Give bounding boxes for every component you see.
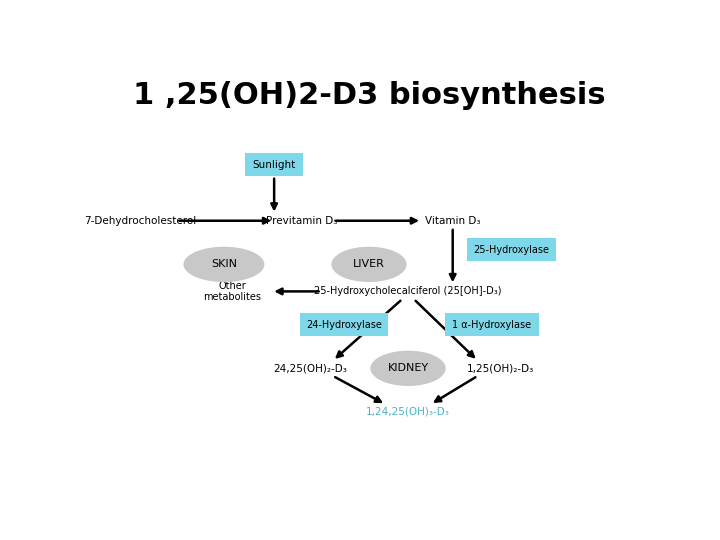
Ellipse shape	[370, 350, 446, 386]
FancyBboxPatch shape	[445, 313, 539, 336]
Text: 1 ,25(OH)2-D3 biosynthesis: 1 ,25(OH)2-D3 biosynthesis	[132, 82, 606, 111]
Text: 24-Hydroxylase: 24-Hydroxylase	[306, 320, 382, 330]
Text: 1,25(OH)₂-D₃: 1,25(OH)₂-D₃	[467, 363, 534, 373]
Text: 1,24,25(OH)₃-D₃: 1,24,25(OH)₃-D₃	[366, 407, 450, 417]
Text: SKIN: SKIN	[211, 259, 237, 269]
Text: Sunlight: Sunlight	[253, 160, 296, 170]
FancyBboxPatch shape	[300, 313, 388, 336]
Text: Vitamin D₃: Vitamin D₃	[425, 215, 480, 226]
Text: Other
metabolites: Other metabolites	[203, 281, 261, 302]
Text: KIDNEY: KIDNEY	[387, 363, 428, 373]
Text: Previtamin D₃: Previtamin D₃	[266, 215, 338, 226]
FancyBboxPatch shape	[467, 238, 556, 261]
Text: 7-Dehydrocholesterol: 7-Dehydrocholesterol	[84, 215, 197, 226]
Ellipse shape	[184, 247, 264, 282]
Text: LIVER: LIVER	[353, 259, 385, 269]
Text: 1 α-Hydroxylase: 1 α-Hydroxylase	[452, 320, 531, 330]
Ellipse shape	[331, 247, 407, 282]
FancyBboxPatch shape	[245, 153, 303, 176]
Text: 25-Hydroxylase: 25-Hydroxylase	[473, 245, 549, 255]
Text: 24,25(OH)₂-D₃: 24,25(OH)₂-D₃	[274, 363, 347, 373]
Text: 25-Hydroxycholecalciferol (25[OH]-D₃): 25-Hydroxycholecalciferol (25[OH]-D₃)	[315, 286, 502, 296]
